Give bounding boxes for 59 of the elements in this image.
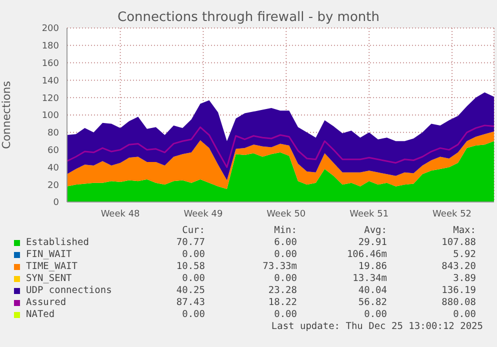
y-tick-label: 100 xyxy=(42,111,60,122)
x-tick-label: Week 49 xyxy=(184,209,223,220)
y-tick-label: 0 xyxy=(53,198,60,208)
y-tick-label: 180 xyxy=(42,42,60,52)
legend-label: NATed xyxy=(26,309,55,320)
text: 880.08 xyxy=(440,297,476,308)
text: 56.82 xyxy=(357,297,387,308)
x-tick-label: Week 48 xyxy=(100,209,140,220)
legend-label: UDP connections xyxy=(26,285,112,296)
text: 87.43 xyxy=(175,297,205,308)
y-tick-label: 160 xyxy=(42,58,60,69)
text: 40.04 xyxy=(357,285,387,296)
x-tick-label: Week 52 xyxy=(432,209,472,220)
y-tick-label: 120 xyxy=(42,94,60,104)
legend-label: Established xyxy=(26,237,89,248)
text: 19.86 xyxy=(357,261,387,272)
text: 0.00 xyxy=(273,309,297,320)
text: 136.19 xyxy=(440,285,476,296)
legend-label: Assured xyxy=(26,297,66,308)
text: 6.00 xyxy=(273,237,297,248)
text: 107.88 xyxy=(440,237,476,248)
text: Max: xyxy=(452,225,476,236)
text: 18.22 xyxy=(267,297,297,308)
chart-title: Connections through firewall - by month xyxy=(116,10,380,25)
text: 40.25 xyxy=(175,285,205,296)
text: 13.34m xyxy=(352,273,387,284)
text: 0.00 xyxy=(181,309,205,320)
y-tick-label: 200 xyxy=(42,24,60,34)
line-series xyxy=(67,124,494,168)
text: 0.00 xyxy=(273,249,297,260)
y-tick-label: 140 xyxy=(42,76,60,86)
text: 3.89 xyxy=(452,273,476,284)
y-tick-label: 20 xyxy=(48,180,60,191)
text: 843.20 xyxy=(440,261,476,272)
text: 73.33m xyxy=(262,261,297,272)
text: 0.00 xyxy=(363,309,387,320)
text: 0.00 xyxy=(181,273,205,284)
text: 23.28 xyxy=(267,285,297,296)
y-tick-label: 80 xyxy=(48,128,60,139)
text: 5.92 xyxy=(452,249,476,260)
text: 29.91 xyxy=(357,237,387,248)
y-axis-title: Connections xyxy=(0,80,13,149)
text: Cur: xyxy=(181,225,205,236)
legend-label: TIME_WAIT xyxy=(26,261,78,272)
text: Avg: xyxy=(363,225,387,236)
text: 0.00 xyxy=(452,309,476,320)
legend-label: FIN_WAIT xyxy=(26,249,72,260)
x-tick-label: Week 50 xyxy=(266,209,306,220)
y-tick-label: 40 xyxy=(48,163,60,174)
y-tick-label: 60 xyxy=(48,146,60,156)
text: Min: xyxy=(273,225,297,236)
text: Last update: Thu Dec 25 13:00:12 2025 xyxy=(270,321,483,332)
text: 106.46m xyxy=(346,249,387,260)
x-tick-label: Week 51 xyxy=(350,209,389,220)
legend-label: SYN_SENT xyxy=(26,273,72,284)
text: 0.00 xyxy=(181,249,205,260)
text: 10.58 xyxy=(175,261,205,272)
text: 70.77 xyxy=(175,237,205,248)
text: 0.00 xyxy=(273,273,297,284)
